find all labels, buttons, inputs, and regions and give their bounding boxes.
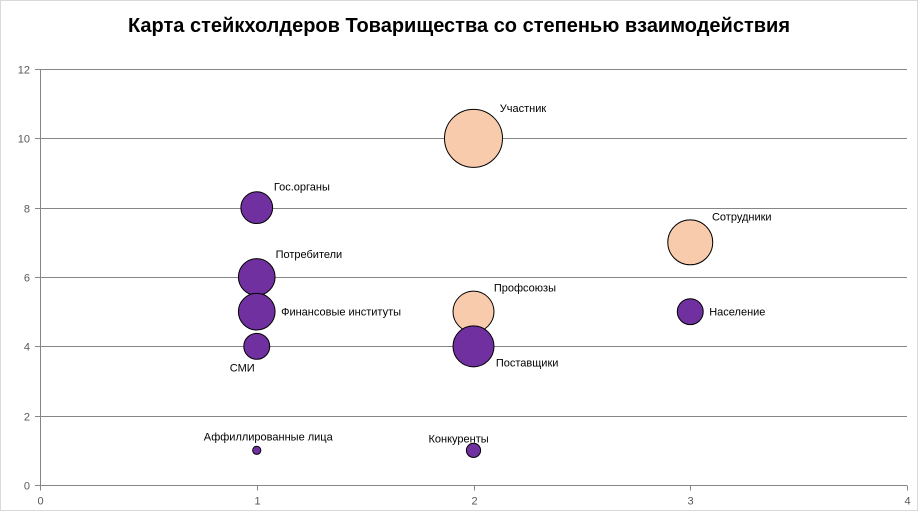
- data-label-6: Население: [709, 307, 765, 319]
- bubble-7: [243, 332, 271, 360]
- x-tick-label-0: 0: [37, 496, 43, 508]
- data-label-9: Аффиллированные лица: [204, 431, 334, 443]
- bubble-4: [237, 292, 276, 331]
- data-label-4: Финансовые институты: [281, 307, 401, 319]
- data-label-5: Профсоюзы: [494, 282, 556, 294]
- y-tick-label-4: 4: [24, 342, 30, 354]
- data-label-3: Потребители: [276, 249, 343, 261]
- data-label-7: СМИ: [230, 362, 255, 374]
- y-tick-label-8: 8: [24, 204, 30, 216]
- y-tick-label-2: 2: [24, 412, 30, 424]
- bubble-2: [667, 219, 714, 266]
- data-label-0: Участник: [500, 103, 547, 115]
- bubble-10: [465, 442, 482, 458]
- bubble-3: [237, 258, 276, 296]
- bubble-layer: [237, 108, 714, 458]
- bubble-6: [676, 298, 704, 326]
- y-tick-label-0: 0: [24, 481, 30, 493]
- data-label-1: Гос.органы: [274, 182, 330, 194]
- x-tick-label-3: 3: [687, 496, 693, 508]
- chart-title: Карта стейкхолдеров Товарищества со степ…: [127, 15, 791, 37]
- x-tick-label-2: 2: [471, 496, 477, 508]
- bubble-1: [240, 191, 274, 225]
- label-layer: Участник Гос.органы Сотрудники Потребители Ф…: [204, 103, 772, 445]
- x-tick-label-4: 4: [904, 496, 910, 508]
- data-label-10: Конкуренты: [429, 433, 489, 445]
- bubble-9: [252, 445, 262, 455]
- bubble-0: [444, 108, 503, 168]
- bubble-8: [452, 325, 495, 368]
- data-label-8: Поставщики: [496, 358, 559, 370]
- y-tick-label-12: 12: [18, 65, 30, 77]
- data-label-2: Сотрудники: [712, 212, 772, 224]
- y-tick-label-6: 6: [24, 273, 30, 285]
- x-tick-label-1: 1: [254, 496, 260, 508]
- y-tick-label-10: 10: [18, 134, 30, 146]
